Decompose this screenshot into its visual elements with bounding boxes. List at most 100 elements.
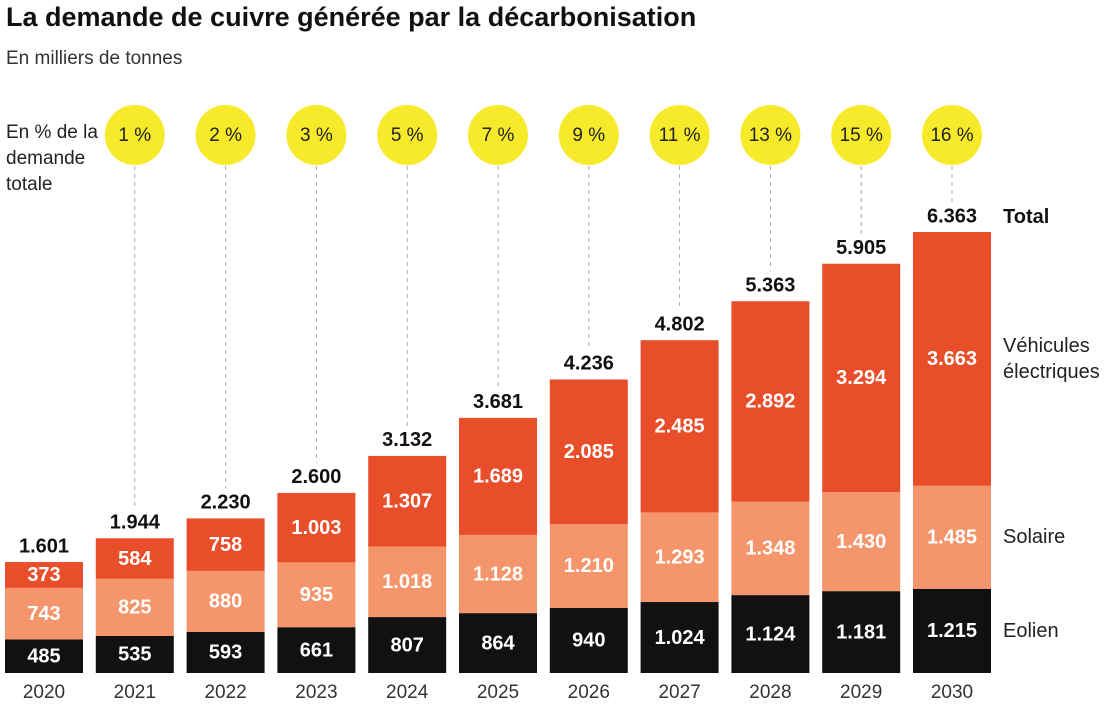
value-label: 3.663 [927, 348, 977, 370]
bar-segment [277, 627, 356, 673]
bar-segment [5, 639, 83, 673]
bar-segment [186, 631, 265, 673]
value-label: 1.689 [473, 466, 523, 488]
bar-segment [368, 617, 447, 673]
value-label: 1.293 [655, 547, 705, 569]
value-label: 485 [27, 645, 60, 667]
bar-segment [822, 591, 901, 673]
x-tick-label: 2030 [931, 682, 973, 703]
x-tick-label: 2026 [568, 682, 610, 703]
bar-segment [731, 301, 810, 502]
share-label: 15 % [840, 125, 883, 146]
bar-segment [731, 595, 810, 673]
bar-segment [277, 562, 356, 628]
bar-segment [731, 501, 810, 596]
bar-segment [822, 263, 901, 493]
value-label: 2.485 [655, 416, 705, 438]
share-circle [104, 105, 165, 165]
x-tick-label: 2025 [477, 682, 519, 703]
value-label: 1.181 [836, 621, 886, 643]
total-label: 4.236 [564, 353, 614, 375]
bar-segment [368, 455, 447, 547]
x-tick-label: 2023 [295, 682, 337, 703]
value-label: 743 [27, 603, 60, 625]
value-label: 3.294 [836, 367, 887, 389]
bar-segment [913, 588, 991, 673]
total-label: 1.944 [110, 512, 161, 534]
total-label: 3.681 [473, 391, 523, 413]
legend-label: Eolien [1003, 619, 1059, 642]
share-label: 1 % [118, 125, 151, 146]
bar-segment [186, 518, 265, 571]
value-label: 535 [118, 644, 151, 666]
bar-segment [5, 587, 83, 640]
total-label: 2.230 [201, 492, 251, 514]
value-label: 584 [118, 548, 152, 570]
value-label: 1.124 [745, 623, 796, 645]
legend-label: Total [1003, 206, 1050, 228]
total-label: 3.132 [382, 429, 432, 451]
bar-segment [913, 485, 991, 589]
value-label: 807 [391, 634, 424, 656]
value-label: 1.485 [927, 527, 977, 549]
x-tick-label: 2022 [204, 682, 246, 703]
value-label: 373 [27, 564, 60, 586]
share-label: 16 % [930, 125, 973, 146]
bar-segment [459, 417, 537, 535]
value-label: 1.128 [473, 563, 523, 585]
total-label: 1.601 [19, 535, 69, 557]
value-label: 1.307 [382, 491, 432, 513]
bar-segment [95, 578, 174, 636]
share-circle [558, 105, 619, 165]
share-circle [195, 105, 256, 165]
value-label: 661 [300, 639, 333, 661]
share-circle [740, 105, 801, 165]
value-label: 935 [300, 584, 333, 606]
share-label: 2 % [209, 125, 242, 146]
value-label: 880 [209, 591, 242, 613]
total-label: 5.363 [745, 275, 795, 297]
bar-segment [640, 602, 719, 673]
value-label: 2.085 [564, 441, 614, 463]
share-circle [649, 105, 710, 165]
bar-segment [822, 492, 901, 592]
x-tick-label: 2029 [840, 682, 882, 703]
total-label: 6.363 [927, 205, 977, 227]
chart-subtitle: En milliers de tonnes [6, 48, 183, 69]
bar-segment [640, 340, 719, 513]
total-label: 4.802 [655, 313, 705, 335]
total-label: 5.905 [836, 237, 886, 259]
value-label: 1.024 [655, 627, 706, 649]
value-label: 825 [118, 597, 151, 619]
bar-segment [95, 635, 174, 673]
chart-title: La demande de cuivre générée par la déca… [6, 2, 697, 32]
value-label: 1.018 [382, 571, 432, 593]
value-label: 1.348 [745, 538, 795, 560]
value-label: 1.430 [836, 531, 886, 553]
share-label: 5 % [391, 125, 424, 146]
x-tick-label: 2020 [23, 682, 65, 703]
bar-segment [5, 562, 83, 588]
share-label: En % de la demande totale [6, 122, 98, 195]
total-label: 2.600 [291, 466, 341, 488]
share-label: 13 % [749, 125, 792, 146]
share-label: 11 % [659, 125, 701, 146]
bar-segment [368, 546, 447, 618]
bar-segment [549, 523, 628, 608]
value-label: 1.003 [291, 517, 341, 539]
x-tick-label: 2024 [386, 682, 429, 703]
value-label: 864 [481, 632, 515, 654]
legend-label: Véhicules électriques [1003, 334, 1100, 383]
bar-segment [459, 613, 537, 673]
value-label: 2.892 [745, 391, 795, 413]
bar-segment [549, 607, 628, 673]
share-circle [922, 105, 982, 165]
share-circle [831, 105, 892, 165]
share-circle [377, 105, 438, 165]
value-label: 1.215 [927, 620, 977, 642]
bar-segment [913, 232, 991, 486]
value-label: 593 [209, 642, 242, 664]
bar-segment [277, 492, 356, 563]
